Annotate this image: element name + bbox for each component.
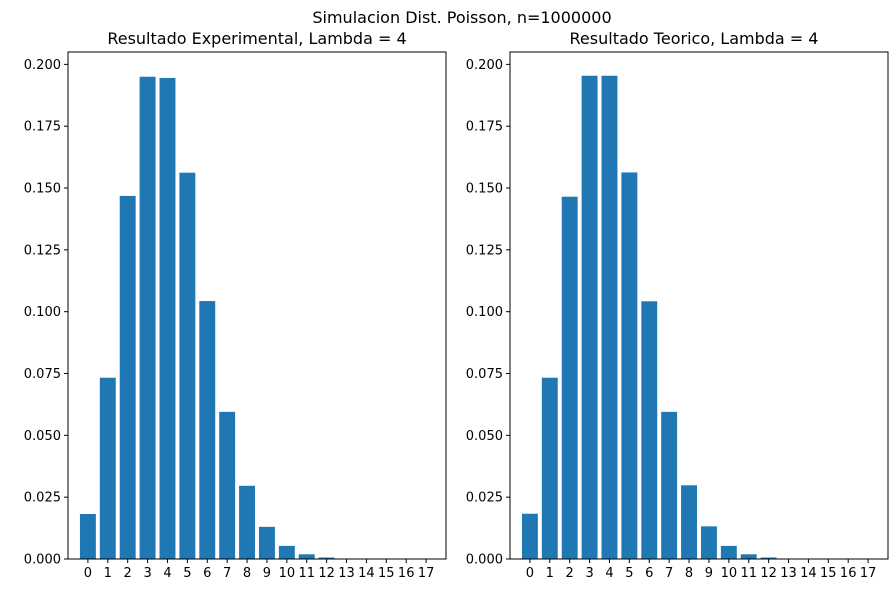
x-tick-label: 0 — [526, 566, 534, 581]
x-tick-label: 6 — [203, 566, 211, 581]
x-tick-label: 11 — [298, 566, 315, 581]
chart-title-theoretical: Resultado Teorico, Lambda = 4 — [570, 29, 819, 48]
x-tick-label: 7 — [665, 566, 673, 581]
x-tick-label: 6 — [645, 566, 653, 581]
y-tick-label: 0.175 — [466, 120, 503, 135]
x-tick-label: 9 — [705, 566, 713, 581]
x-tick-label: 16 — [398, 566, 415, 581]
y-tick-label: 0.125 — [466, 243, 503, 258]
x-tick-label: 10 — [721, 566, 738, 581]
y-tick-label: 0.050 — [466, 429, 503, 444]
y-tick-label: 0.000 — [466, 553, 503, 568]
bar-theoretical-4 — [601, 75, 618, 560]
bar-experimental-5 — [179, 172, 196, 559]
bar-theoretical-0 — [521, 513, 538, 559]
plot-frame-theoretical — [509, 51, 889, 560]
x-tick-label: 1 — [104, 566, 112, 581]
bar-experimental-11 — [298, 554, 315, 559]
y-tick-label: 0.000 — [24, 553, 61, 568]
bar-experimental-3 — [139, 76, 156, 559]
bar-theoretical-9 — [700, 526, 717, 559]
x-tick-label: 4 — [163, 566, 171, 581]
x-tick-label: 2 — [566, 566, 574, 581]
chart-title-experimental: Resultado Experimental, Lambda = 4 — [107, 29, 406, 48]
bar-experimental-6 — [199, 301, 216, 559]
x-tick-label: 16 — [840, 566, 857, 581]
x-tick-label: 2 — [124, 566, 132, 581]
y-tick-label: 0.150 — [24, 182, 61, 197]
x-tick-label: 5 — [625, 566, 633, 581]
y-tick-label: 0.050 — [24, 429, 61, 444]
x-tick-label: 17 — [860, 566, 877, 581]
x-tick-label: 15 — [378, 566, 395, 581]
bar-theoretical-3 — [581, 75, 598, 560]
bar-theoretical-2 — [561, 196, 578, 559]
y-tick-label: 0.075 — [24, 367, 61, 382]
figure-title: Simulacion Dist. Poisson, n=1000000 — [312, 8, 611, 27]
x-tick-label: 3 — [585, 566, 593, 581]
x-tick-label: 12 — [760, 566, 777, 581]
bar-experimental-1 — [99, 377, 116, 559]
x-tick-label: 5 — [183, 566, 191, 581]
y-axis-theoretical: 0.000 0.025 0.050 0.075 0.100 0.125 0.150 0.175… — [466, 58, 510, 568]
bar-theoretical-1 — [541, 377, 558, 559]
x-tick-label: 0 — [84, 566, 92, 581]
y-tick-label: 0.175 — [24, 120, 61, 135]
x-tick-label: 4 — [605, 566, 613, 581]
chart-experimental: Resultado Experimental, Lambda = 4 0.000… — [24, 29, 447, 581]
bar-experimental-0 — [79, 513, 96, 559]
x-tick-label: 14 — [800, 566, 817, 581]
y-tick-label: 0.025 — [24, 491, 61, 506]
y-tick-label: 0.025 — [466, 491, 503, 506]
x-tick-label: 12 — [318, 566, 335, 581]
bar-experimental-12 — [318, 557, 335, 559]
y-tick-label: 0.200 — [24, 58, 61, 73]
x-axis-theoretical: 0 1 2 3 4 5 6 7 8 9 10 11 12 13 14 15 16 17 — [526, 559, 877, 581]
x-tick-label: 13 — [780, 566, 797, 581]
x-tick-label: 8 — [685, 566, 693, 581]
x-tick-label: 13 — [338, 566, 355, 581]
bars-theoretical — [521, 75, 817, 560]
bar-experimental-9 — [258, 526, 275, 559]
bar-theoretical-7 — [661, 411, 678, 559]
y-tick-label: 0.150 — [466, 182, 503, 197]
x-tick-label: 7 — [223, 566, 231, 581]
x-tick-label: 17 — [418, 566, 435, 581]
bar-theoretical-11 — [740, 554, 757, 559]
y-tick-label: 0.075 — [466, 367, 503, 382]
bar-experimental-10 — [278, 545, 295, 559]
y-axis-experimental: 0.000 0.025 0.050 0.075 0.100 0.125 0.150 0.175… — [24, 58, 68, 568]
x-tick-label: 8 — [243, 566, 251, 581]
x-tick-label: 14 — [358, 566, 375, 581]
bars-experimental — [79, 76, 355, 559]
bar-experimental-8 — [239, 485, 256, 559]
bar-theoretical-10 — [720, 545, 737, 559]
x-tick-label: 15 — [820, 566, 837, 581]
y-tick-label: 0.100 — [466, 305, 503, 320]
bar-experimental-2 — [119, 195, 136, 559]
x-tick-label: 10 — [279, 566, 296, 581]
bar-theoretical-12 — [760, 557, 777, 559]
chart-theoretical: Resultado Teorico, Lambda = 4 0.000 0.025… — [466, 29, 889, 581]
bar-experimental-7 — [219, 411, 236, 559]
x-tick-label: 9 — [263, 566, 271, 581]
bar-theoretical-6 — [641, 301, 658, 559]
bar-theoretical-8 — [681, 485, 698, 559]
bar-experimental-4 — [159, 77, 176, 559]
y-tick-label: 0.200 — [466, 58, 503, 73]
y-tick-label: 0.100 — [24, 305, 61, 320]
y-tick-label: 0.125 — [24, 243, 61, 258]
x-axis-experimental: 0 1 2 3 4 5 6 7 8 9 10 11 12 13 14 15 16 17 — [84, 559, 435, 581]
x-tick-label: 3 — [143, 566, 151, 581]
x-tick-label: 1 — [546, 566, 554, 581]
bar-theoretical-5 — [621, 172, 638, 559]
plot-frame-experimental — [67, 51, 447, 560]
x-tick-label: 11 — [740, 566, 757, 581]
